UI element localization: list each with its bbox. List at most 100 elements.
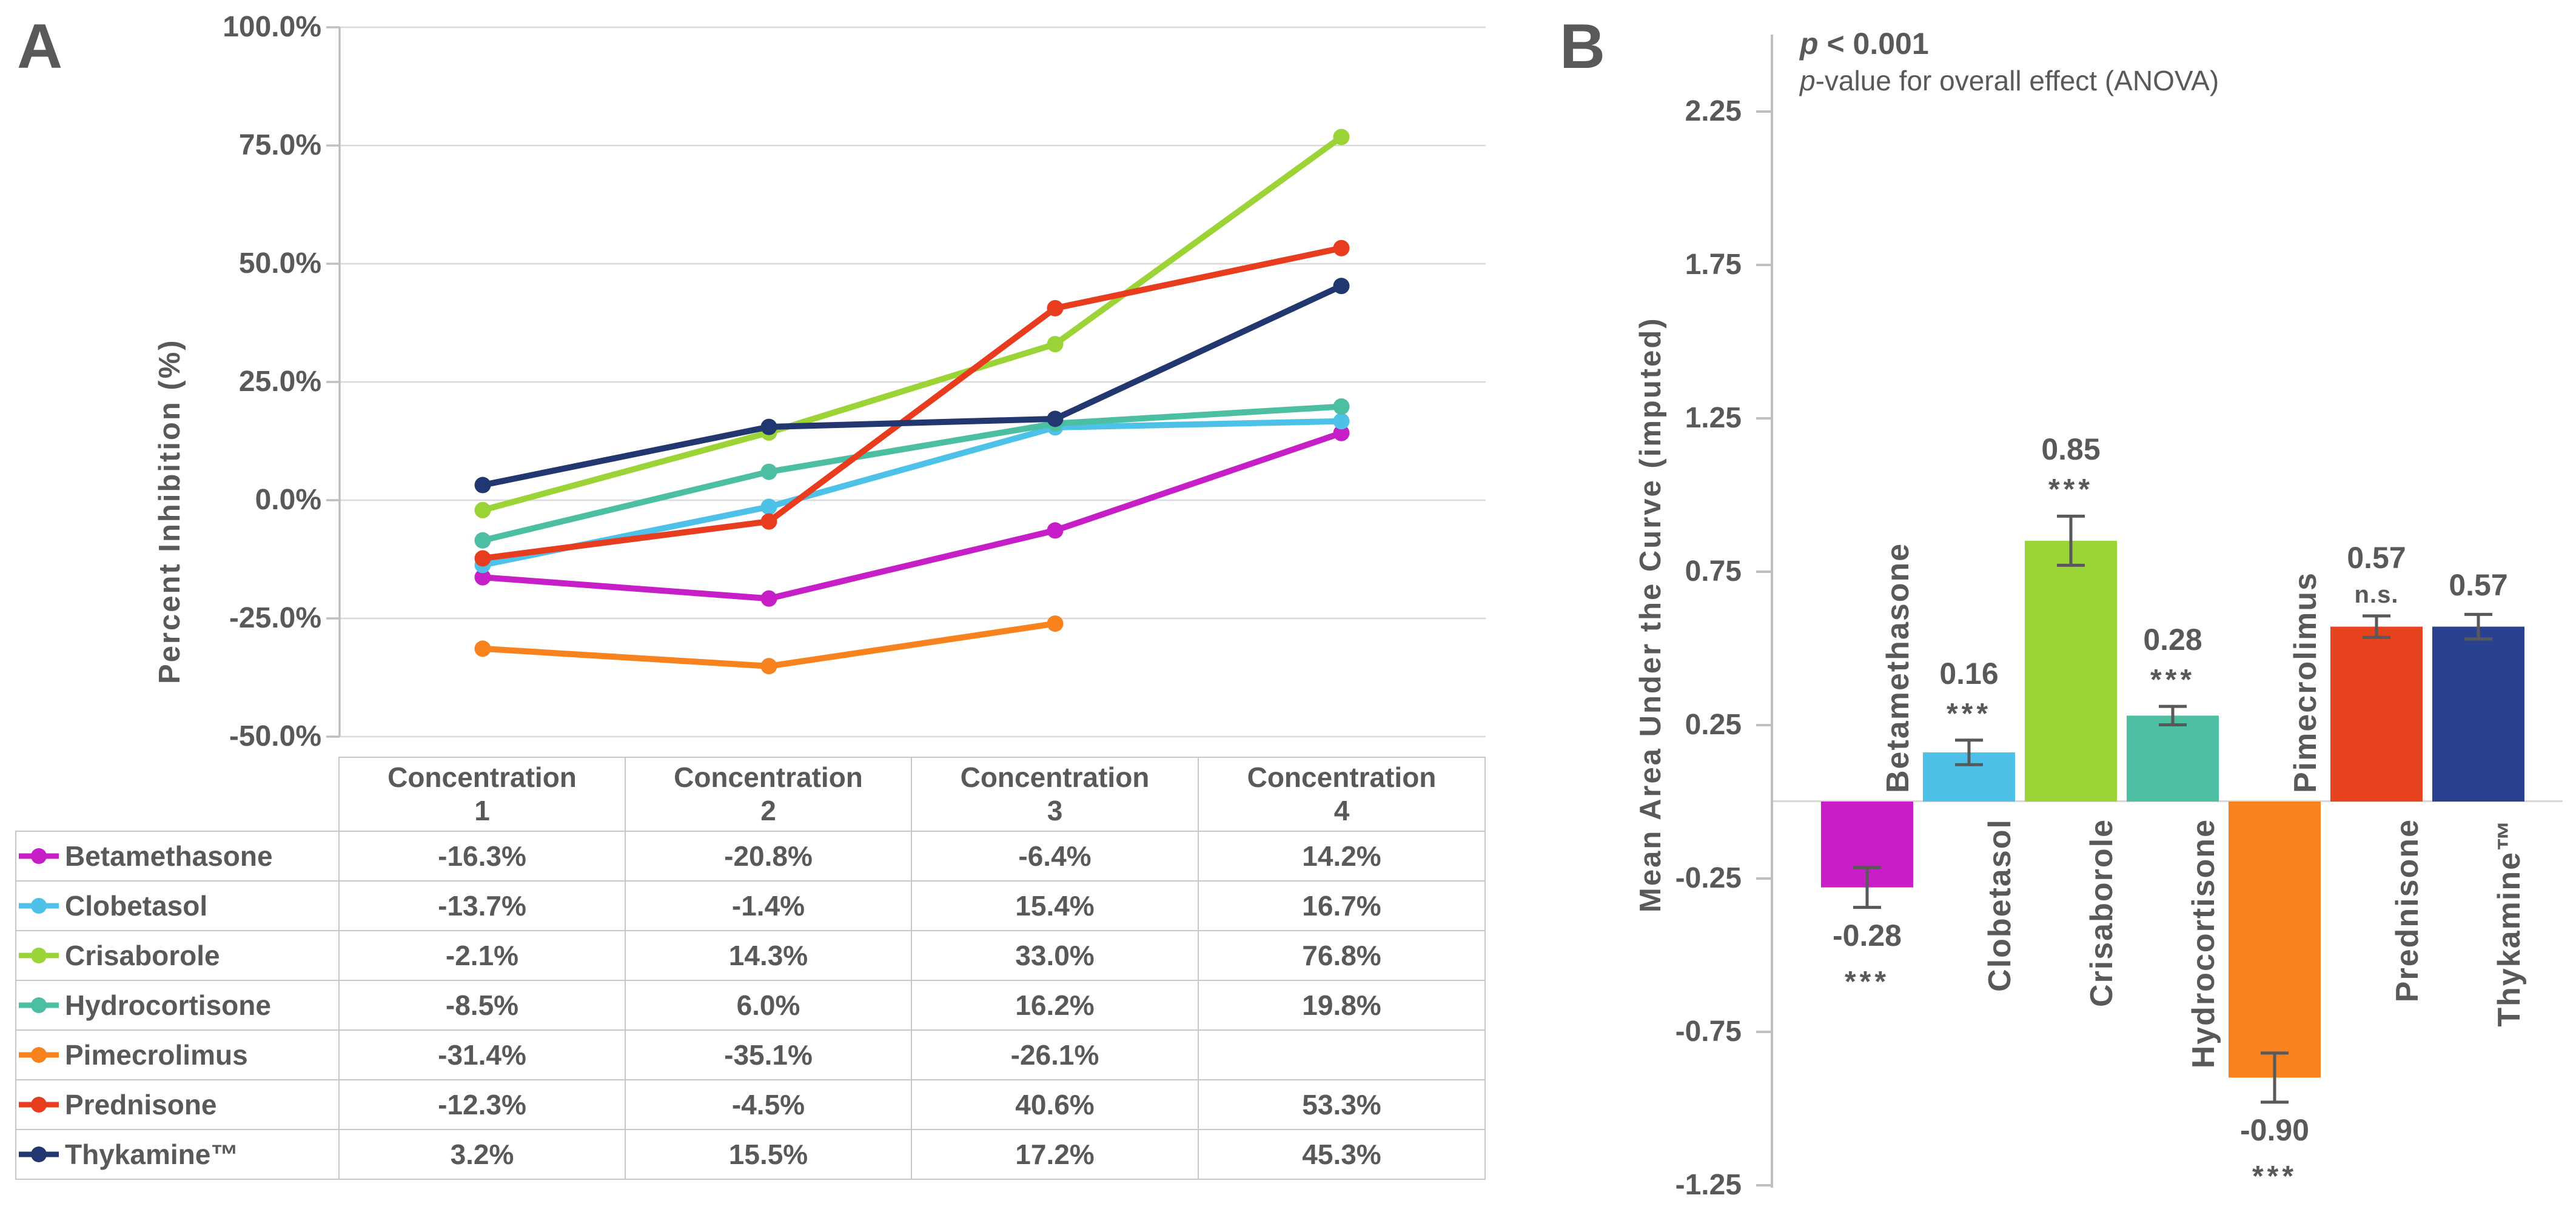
- data-point-Crisaborole: [474, 501, 491, 518]
- bar-Hydrocortisone: [2127, 715, 2219, 802]
- bar-significance-label: ***: [2048, 474, 2094, 506]
- pvalue-line1-rest: < 0.001: [1818, 27, 1929, 61]
- bar-value-label: 0.28: [2143, 623, 2202, 657]
- data-point-Thykamine™: [474, 477, 491, 494]
- legend-label: Thykamine™: [65, 1139, 239, 1170]
- legend-key-icon: [19, 1047, 59, 1063]
- table-value-cell: 16.7%: [1199, 882, 1486, 931]
- legend-key-icon: [19, 898, 59, 914]
- table-header-concentration-1: Concentration 1: [340, 757, 626, 832]
- legend-marker: [31, 997, 47, 1013]
- bar-Pimecrolimus: [2229, 802, 2321, 1078]
- panel-b-bar-chart: [1821, 514, 2524, 1104]
- table-value-cell: 15.4%: [912, 882, 1199, 931]
- header-line1: Concentration: [960, 761, 1150, 793]
- table-value-cell: 19.8%: [1199, 981, 1486, 1031]
- legend-marker: [31, 1047, 47, 1063]
- legend-marker: [31, 898, 47, 914]
- header-line2: 2: [760, 795, 776, 826]
- panel-b-y-tick-label: -0.75: [1675, 1015, 1742, 1048]
- data-point-Thykamine™: [1333, 278, 1350, 295]
- panel-b-y-axis-tick: [1756, 1030, 1772, 1033]
- bar-category-label: Thykamine™: [2492, 818, 2527, 1027]
- panel-b-pvalue-annotation: p < 0.001 p-value for overall effect (AN…: [1800, 24, 2219, 98]
- panel-b-y-tick-label: 2.25: [1685, 95, 1742, 127]
- data-point-Hydrocortisone: [1333, 398, 1350, 415]
- data-point-Hydrocortisone: [760, 463, 777, 480]
- header-line2: 4: [1333, 795, 1350, 826]
- panel-a-data-table: Concentration 1 Concentration 2 Concentratio…: [15, 757, 1486, 1180]
- bar-value-label: 0.85: [2041, 432, 2101, 467]
- pvalue-line2-rest: -value for overall effect (ANOVA): [1815, 65, 2219, 96]
- bar-value-label: 0.16: [1939, 656, 1999, 691]
- data-point-Clobetasol: [760, 498, 777, 515]
- header-line1: Concentration: [674, 761, 863, 793]
- bar-category-label: Clobetasol: [1982, 818, 2018, 992]
- table-value-cell: 3.2%: [340, 1130, 626, 1180]
- panel-b-y-tick-label: 0.75: [1685, 555, 1742, 587]
- data-point-Betamethasone: [760, 590, 777, 607]
- line-series-Hydrocortisone: [480, 403, 1344, 544]
- data-point-Crisaborole: [1333, 129, 1350, 146]
- legend-marker: [31, 1146, 47, 1162]
- header-line2: 1: [474, 795, 490, 826]
- bar-significance-label: ***: [2150, 664, 2196, 697]
- panel-b-y-axis-tick: [1756, 1183, 1772, 1187]
- data-point-Hydrocortisone: [474, 532, 491, 549]
- data-point-Prednisone: [1047, 300, 1064, 316]
- table-value-cell: 17.2%: [912, 1130, 1199, 1180]
- legend-marker: [31, 848, 47, 864]
- line-series-Crisaborole: [480, 133, 1344, 514]
- panel-a-letter: A: [17, 12, 63, 82]
- bar-significance-label: ***: [1844, 965, 1890, 998]
- legend-cell-Pimecrolimus: Pimecrolimus: [15, 1031, 340, 1080]
- bar-significance-label: ***: [2252, 1160, 2298, 1193]
- table-value-cell: 53.3%: [1199, 1080, 1486, 1130]
- legend-marker: [31, 948, 47, 963]
- legend-cell-Clobetasol: Clobetasol: [15, 882, 340, 931]
- line-series-Clobetasol: [480, 418, 1344, 568]
- table-header-concentration-3: Concentration 3: [912, 757, 1199, 832]
- legend-label: Pimecrolimus: [65, 1039, 248, 1071]
- table-value-cell: 6.0%: [626, 981, 912, 1031]
- panel-a-y-tick-label: 75.0%: [238, 129, 321, 161]
- table-value-cell: 14.3%: [626, 931, 912, 981]
- panel-b-y-tick-label: -1.25: [1675, 1168, 1742, 1201]
- table-value-cell: 15.5%: [626, 1130, 912, 1180]
- bar-Crisaborole: [2025, 540, 2117, 802]
- line-series-Thykamine™: [480, 283, 1344, 489]
- table-value-cell: -4.5%: [626, 1080, 912, 1130]
- pvalue-line1: p < 0.001: [1800, 24, 2219, 63]
- bar-category-label: Crisaborole: [2084, 818, 2119, 1007]
- bar-value-label: 0.57: [2449, 568, 2508, 603]
- panel-b-y-axis-tick: [1756, 877, 1772, 880]
- legend-cell-Hydrocortisone: Hydrocortisone: [15, 981, 340, 1031]
- table-value-cell: 33.0%: [912, 931, 1199, 981]
- legend-key-icon: [19, 997, 59, 1013]
- panel-a-y-tick-label: -25.0%: [229, 602, 321, 634]
- p-symbol-italic-2: p: [1800, 65, 1816, 96]
- bar-significance-label: ***: [1946, 697, 1992, 730]
- table-value-cell: -12.3%: [340, 1080, 626, 1130]
- table-value-cell: -26.1%: [912, 1031, 1199, 1080]
- bar-category-label: Prednisone: [2390, 818, 2425, 1003]
- panel-b-y-axis-tick: [1756, 723, 1772, 726]
- legend-marker: [31, 1097, 47, 1113]
- bar-value-label: -0.90: [2240, 1113, 2309, 1147]
- header-line2: 3: [1047, 795, 1063, 826]
- pvalue-line2: p-value for overall effect (ANOVA): [1800, 63, 2219, 98]
- legend-key-icon: [19, 1146, 59, 1162]
- table-value-cell: 40.6%: [912, 1080, 1199, 1130]
- table-value-cell: -20.8%: [626, 832, 912, 882]
- bar-Prednisone: [2330, 626, 2423, 802]
- data-point-Pimecrolimus: [1047, 615, 1064, 632]
- legend-cell-Crisaborole: Crisaborole: [15, 931, 340, 981]
- bar-Thykamine™: [2432, 626, 2524, 802]
- panel-b-letter: B: [1560, 12, 1606, 82]
- legend-cell-Prednisone: Prednisone: [15, 1080, 340, 1130]
- panel-a-line-chart: [326, 26, 1486, 738]
- table-value-cell: -35.1%: [626, 1031, 912, 1080]
- legend-key-icon: [19, 1097, 59, 1113]
- data-point-Prednisone: [760, 513, 777, 530]
